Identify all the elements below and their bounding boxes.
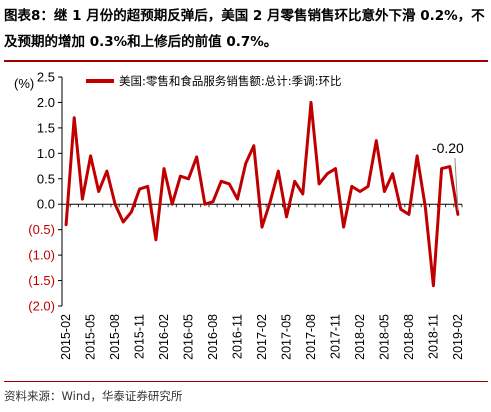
- y-tick-label: 0.5: [37, 171, 55, 186]
- annotation-leader: [454, 157, 459, 211]
- data-point: [171, 203, 174, 206]
- x-tick-label: 2018-11: [426, 314, 440, 359]
- data-point: [73, 116, 76, 119]
- data-point: [105, 169, 109, 173]
- data-point: [162, 167, 166, 170]
- data-point: [203, 203, 207, 206]
- data-point: [122, 220, 125, 224]
- chart-axes: [58, 76, 463, 307]
- data-point: [350, 185, 353, 188]
- series-line: [64, 100, 460, 288]
- y-axis-labels: 2.5 2.0 1.5 1.0 0.5 0.0 (0.5) (1.0) (1.5) (2.0): [28, 70, 55, 314]
- figure-label: 图表8：: [4, 8, 54, 24]
- figure-caption: 图表8：继 1 月份的超预期反弹后，美国 2 月零售销售环比意外下滑 0.2%，…: [4, 3, 488, 55]
- x-tick-label: 2018-05: [377, 314, 391, 360]
- data-point: [391, 172, 394, 175]
- data-point: [334, 167, 337, 170]
- y-tick-label: 2.5: [37, 70, 55, 85]
- y-tick-label: 1.5: [37, 120, 55, 135]
- data-point: [64, 223, 68, 226]
- figure-title: 继 1 月份的超预期反弹后，美国 2 月零售销售环比意外下滑 0.2%，不及预期…: [4, 8, 485, 50]
- x-tick-label: 2017-08: [304, 314, 318, 360]
- data-point: [301, 192, 304, 196]
- x-tick-label: 2015-05: [84, 314, 98, 360]
- data-point: [146, 185, 149, 188]
- data-point: [113, 203, 117, 206]
- data-point: [130, 210, 133, 214]
- x-tick-label: 2017-02: [255, 314, 269, 360]
- data-point: [309, 101, 313, 104]
- data-point: [187, 177, 190, 180]
- data-point: [317, 182, 321, 186]
- x-tick-label: 2017-05: [279, 314, 293, 360]
- data-point: [195, 155, 198, 159]
- x-tick-label: 2016-05: [182, 314, 196, 360]
- data-point: [81, 197, 84, 201]
- data-point: [440, 167, 443, 170]
- source-note: 资料来源：Wind，华泰证券研究所: [4, 389, 183, 403]
- data-point: [179, 175, 182, 178]
- bottom-rule: [4, 381, 488, 382]
- data-point: [252, 144, 255, 147]
- data-point: [342, 225, 345, 229]
- x-tick-label: 2016-02: [157, 314, 171, 360]
- y-axis-unit: (%): [14, 76, 34, 91]
- data-point: [293, 180, 296, 183]
- y-tick-label: (2.0): [28, 299, 55, 314]
- data-point: [326, 172, 329, 175]
- data-point: [399, 208, 402, 211]
- series-group: [64, 100, 460, 288]
- data-point: [211, 200, 215, 203]
- data-point: [415, 154, 419, 158]
- data-point: [260, 225, 264, 229]
- top-rule: [4, 60, 488, 62]
- x-axis-labels: 2015-02 2015-05 2015-08 2015-11 2016-02 2016-…: [59, 314, 465, 360]
- data-point: [236, 197, 239, 201]
- legend-label: 美国:零售和食品服务销售额:总计:季调:环比: [119, 74, 342, 88]
- annotation-label: -0.20: [432, 140, 464, 156]
- x-tick-label: 2019-02: [451, 314, 465, 360]
- y-tick-label: (0.5): [28, 222, 55, 237]
- y-tick-label: 2.0: [37, 95, 55, 110]
- data-point: [89, 154, 92, 158]
- data-point: [138, 187, 141, 191]
- data-point: [366, 185, 370, 188]
- data-point: [154, 238, 158, 241]
- y-tick-label: (1.5): [28, 273, 55, 288]
- data-point: [424, 205, 427, 208]
- data-point: [228, 182, 231, 186]
- data-point: [456, 213, 460, 216]
- data-point: [97, 190, 100, 193]
- y-tick-label: (1.0): [28, 248, 55, 263]
- x-tick-label: 2018-02: [353, 314, 367, 360]
- legend: 美国:零售和食品服务销售额:总计:季调:环比: [86, 74, 342, 88]
- x-tick-label: 2018-08: [402, 314, 416, 360]
- x-tick-label: 2016-08: [206, 314, 220, 360]
- data-point: [383, 190, 386, 193]
- data-point: [285, 215, 288, 219]
- y-tick-label: 0.0: [37, 197, 55, 212]
- data-point: [448, 165, 451, 168]
- x-tick-label: 2017-11: [328, 314, 342, 359]
- x-tick-label: 2015-02: [59, 314, 73, 360]
- x-tick-label: 2015-11: [133, 314, 147, 359]
- x-tick-label: 2016-11: [231, 314, 245, 359]
- data-point: [220, 180, 223, 183]
- data-point: [407, 213, 411, 216]
- data-point: [244, 162, 247, 165]
- x-tick-label: 2015-08: [108, 314, 122, 360]
- annotation: -0.20: [432, 140, 464, 211]
- data-point: [277, 169, 280, 173]
- data-point: [432, 284, 435, 287]
- data-point: [358, 190, 362, 193]
- y-tick-label: 1.0: [37, 146, 55, 161]
- data-point: [269, 200, 272, 203]
- data-point: [375, 139, 378, 142]
